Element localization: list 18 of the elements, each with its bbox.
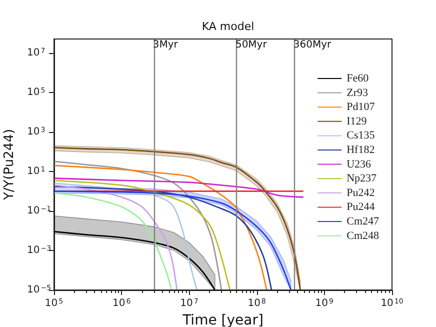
legend-label: Pu242 (346, 186, 375, 199)
legend-label: Pd107 (346, 101, 376, 114)
y-axis-title: Y/Y(Pu244) (2, 128, 18, 202)
legend-label: Zr93 (346, 86, 368, 99)
chart-title: KA model (202, 20, 254, 33)
ref-line-label: 360Myr (293, 40, 332, 50)
legend-label: I129 (346, 115, 368, 128)
legend-label: Fe60 (346, 72, 370, 84)
ref-line-label: 3Myr (152, 40, 179, 50)
legend-label: U236 (346, 158, 372, 170)
x-axis-title: Time [year] (182, 312, 264, 327)
legend-label: Cm247 (346, 216, 380, 228)
legend-label: Hf182 (346, 144, 375, 156)
legend-label: Cs135 (346, 130, 376, 142)
ref-line-label: 50Myr (235, 40, 268, 50)
legend-label: Pu244 (346, 201, 376, 214)
legend-label: Cm248 (346, 230, 380, 242)
legend-label: Np237 (346, 172, 378, 185)
